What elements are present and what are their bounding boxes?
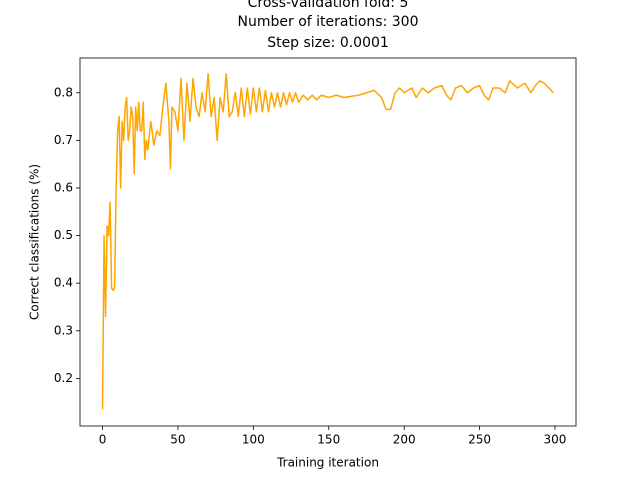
axes-frame — [79, 57, 577, 427]
x-tick-label: 100 — [242, 433, 265, 447]
x-tick-label: 200 — [393, 433, 416, 447]
y-tick-label: 0.2 — [54, 371, 73, 385]
chart-title: Number of iterations: 300 — [238, 14, 419, 30]
y-tick-label: 0.7 — [54, 133, 73, 147]
y-tick-label: 0.3 — [54, 323, 73, 337]
x-tick-label: 50 — [170, 433, 185, 447]
y-tick-label: 0.5 — [54, 228, 73, 242]
chart-title: Step size: 0.0001 — [267, 35, 389, 51]
x-tick-label: 0 — [99, 433, 107, 447]
y-tick-label: 0.8 — [54, 85, 73, 99]
y-tick-label: 0.4 — [54, 276, 73, 290]
chart-title: Cross-validation fold: 5 — [248, 0, 409, 11]
x-tick-label: 150 — [317, 433, 340, 447]
y-tick-label: 0.6 — [54, 180, 73, 194]
data-line — [101, 72, 554, 410]
x-tick-label: 300 — [544, 433, 567, 447]
x-axis-label: Training iteration — [276, 456, 379, 470]
x-tick-label: 250 — [468, 433, 491, 447]
y-axis-label: Correct classifications (%) — [28, 164, 42, 320]
